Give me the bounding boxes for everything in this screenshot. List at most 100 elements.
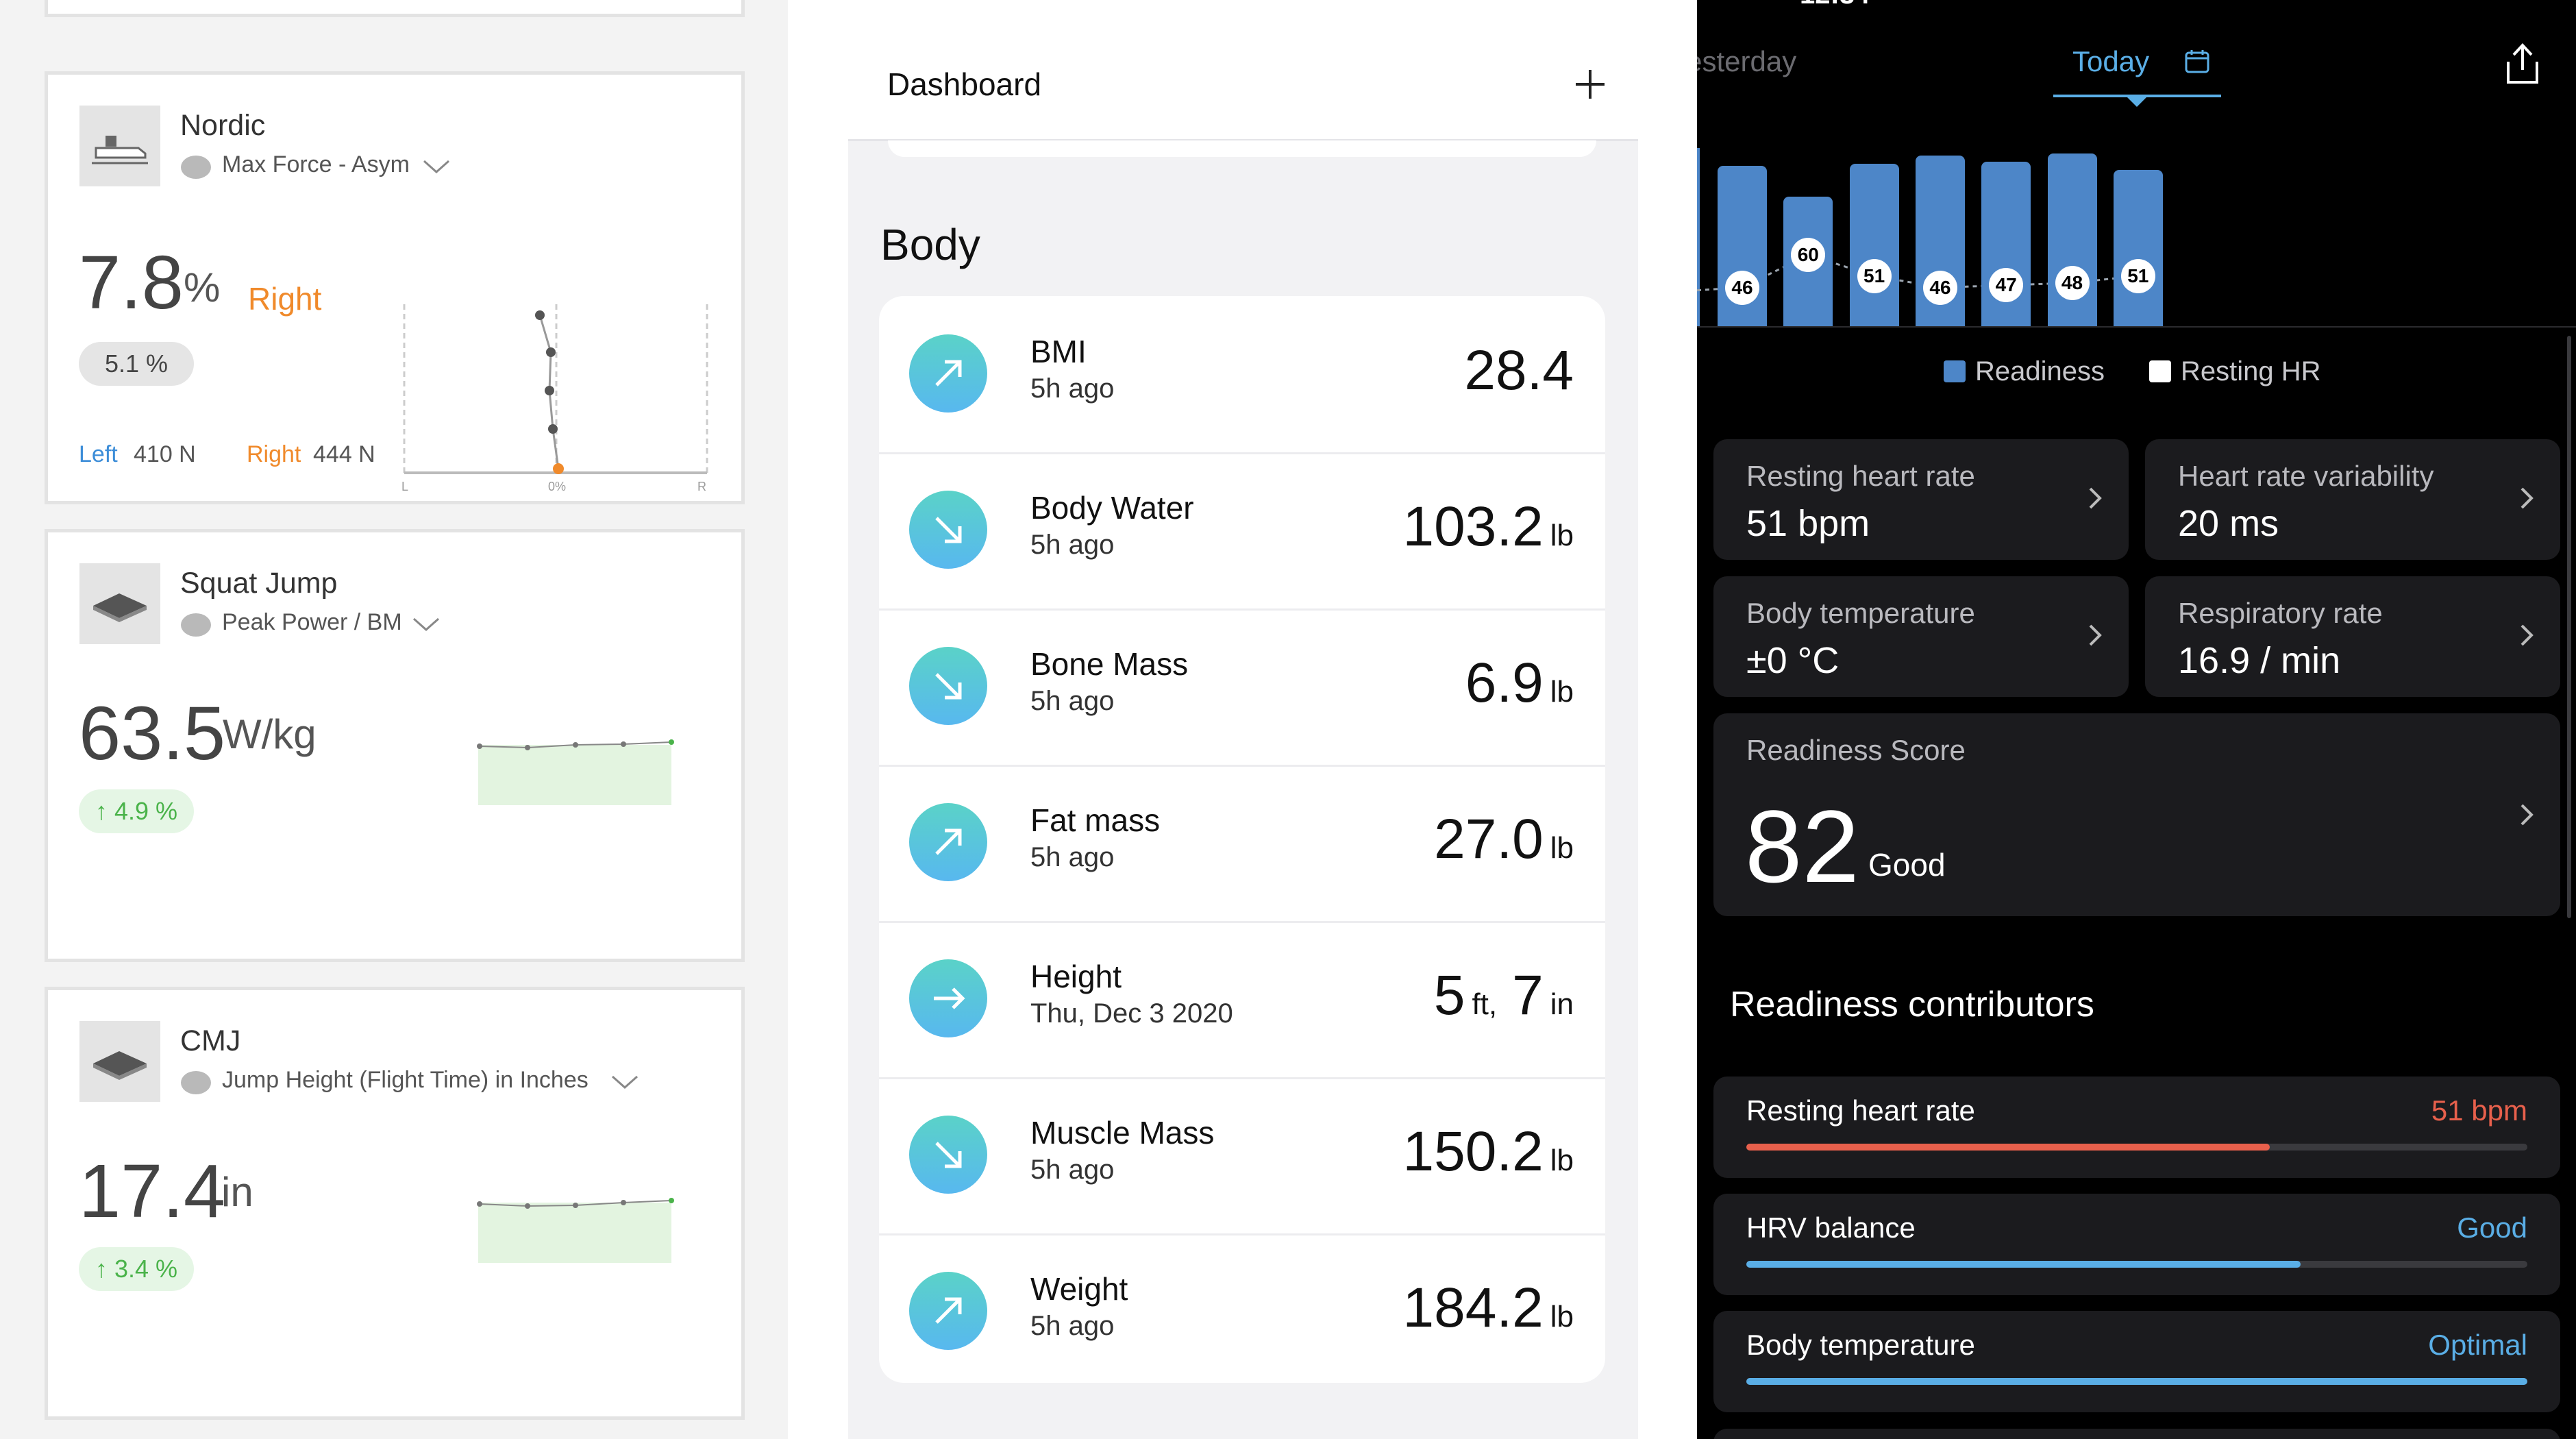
chevron-right-icon: [2089, 624, 2102, 646]
tile-respiratory-rate[interactable]: Respiratory rate 16.9 / min: [2145, 576, 2560, 697]
readiness-panel: 12:34 Yesterday Today 46 60 51 46 47 48 51 Rea…: [1697, 0, 2576, 1439]
contributor-value: Good: [2457, 1212, 2527, 1244]
contributor-hrv-balance[interactable]: HRV balance Good: [1713, 1194, 2560, 1295]
contributor-track: [1746, 1261, 2527, 1268]
metric-info-icon: [181, 156, 211, 179]
squat-jump-card[interactable]: Squat Jump Peak Power / BM 63.5 W/kg ↑ 4…: [45, 529, 745, 962]
contributor-track: [1746, 1144, 2527, 1151]
value-unit: lb: [1550, 675, 1574, 709]
resting-hr-point: 47: [1989, 268, 2024, 303]
resting-hr-point: 48: [2055, 265, 2090, 300]
nordic-card[interactable]: Nordic Max Force - Asym 7.8 % Right 5.1 …: [45, 71, 745, 504]
metric-time: Thu, Dec 3 2020: [1030, 998, 1233, 1029]
list-item-fat-mass[interactable]: Fat mass 5h ago 27.0 lb: [879, 765, 1605, 923]
tab-pointer: [2127, 97, 2146, 107]
list-item-bmi[interactable]: BMI 5h ago 28.4: [879, 296, 1605, 454]
scrollbar[interactable]: [2567, 336, 2571, 918]
value-number: 28.4: [1464, 339, 1574, 402]
body-dashboard-panel: Dashboard Body BMI 5h ago 28.4 Body Wate…: [848, 0, 1638, 1439]
previous-card: [45, 0, 745, 17]
tile-value: 16.9 / min: [2178, 640, 2341, 681]
contributor-name: HRV balance: [1746, 1212, 1916, 1244]
card-title: CMJ: [180, 1024, 241, 1057]
metric-time: 5h ago: [1030, 686, 1115, 716]
contributor-track: [1746, 1378, 2527, 1385]
tile-heart-rate-variability[interactable]: Heart rate variability 20 ms: [2145, 439, 2560, 560]
unit-feet: ft,: [1472, 987, 1498, 1021]
tile-resting-heart-rate[interactable]: Resting heart rate 51 bpm: [1713, 439, 2129, 560]
change-badge: ↑ 3.4 %: [79, 1247, 194, 1291]
resting-hr-point: 60: [1791, 238, 1826, 272]
metric-info-icon: [181, 1071, 211, 1094]
metric-time: 5h ago: [1030, 373, 1115, 404]
metric-name: Bone Mass: [1030, 646, 1189, 682]
metric-time: 5h ago: [1030, 530, 1115, 560]
tab-yesterday[interactable]: Yesterday: [1697, 45, 1875, 86]
value-unit: lb: [1550, 519, 1574, 552]
previous-card-edge: [888, 140, 1596, 157]
arrow-up-icon: ↑: [95, 797, 108, 825]
app-header: Dashboard: [848, 0, 1638, 141]
next-contributor-edge: [1713, 1429, 2560, 1439]
readiness-bar[interactable]: [2113, 170, 2163, 326]
left-value: 410 N: [134, 441, 196, 467]
contributor-fill: [1746, 1144, 2270, 1151]
metric-selector[interactable]: Jump Height (Flight Time) in Inches: [222, 1067, 589, 1093]
list-item-height[interactable]: Height Thu, Dec 3 2020 5 ft, 7 in: [879, 921, 1605, 1079]
metric-value: 6.9 lb: [1465, 651, 1574, 715]
chevron-down-icon[interactable]: [411, 615, 441, 634]
tile-label: Body temperature: [1746, 597, 1975, 629]
add-icon[interactable]: [1573, 67, 1607, 101]
tab-today[interactable]: Today: [2053, 45, 2221, 107]
contributor-value: 51 bpm: [2431, 1094, 2527, 1127]
resting-hr-point: 46: [1922, 270, 1957, 305]
nordic-bench-icon: [92, 136, 148, 164]
trend-down-icon: [909, 647, 987, 725]
metric-info-icon: [181, 613, 211, 637]
list-item-muscle-mass[interactable]: Muscle Mass 5h ago 150.2 lb: [879, 1077, 1605, 1235]
metric-time: 5h ago: [1030, 1311, 1115, 1341]
list-item-body-water[interactable]: Body Water 5h ago 103.2 lb: [879, 452, 1605, 611]
trend-up-icon: [909, 803, 987, 881]
contributor-body-temperature[interactable]: Body temperature Optimal: [1713, 1311, 2560, 1412]
share-icon[interactable]: [2499, 40, 2547, 88]
chevron-right-icon: [2089, 487, 2102, 509]
list-item-bone-mass[interactable]: Bone Mass 5h ago 6.9 lb: [879, 608, 1605, 767]
trend-flat-icon: [909, 959, 987, 1037]
chart-left-edge: [1697, 148, 1700, 326]
metric-value: 28.4: [1464, 339, 1574, 403]
resting-hr-point: 51: [2120, 258, 2155, 293]
chart-baseline: [1697, 326, 2576, 328]
tile-body-temperature[interactable]: Body temperature ±0 °C: [1713, 576, 2129, 697]
asymmetry-chart: [403, 304, 708, 474]
resting-hr-point: 46: [1725, 270, 1759, 305]
metric-name: Body Water: [1030, 490, 1194, 526]
list-item-weight[interactable]: Weight 5h ago 184.2 lb: [879, 1233, 1605, 1383]
nordic-thumbnail: [79, 106, 160, 186]
readiness-bar[interactable]: [1849, 164, 1899, 326]
value-inches: 7: [1512, 964, 1544, 1026]
squat-thumbnail: [79, 563, 160, 644]
change-value: 3.4 %: [114, 1255, 178, 1283]
value-number: 6.9: [1465, 652, 1544, 714]
contributor-name: Body temperature: [1746, 1329, 1975, 1361]
resting-hr-point: 51: [1857, 258, 1892, 293]
chevron-down-icon[interactable]: [421, 157, 451, 176]
readiness-score-card[interactable]: Readiness Score 82 Good: [1713, 713, 2560, 916]
calendar-icon: [2185, 50, 2209, 73]
chevron-down-icon[interactable]: [610, 1072, 640, 1092]
value-number: 27.0: [1434, 808, 1544, 870]
metric-selector[interactable]: Peak Power / BM: [222, 609, 402, 635]
tile-value: 51 bpm: [1746, 503, 1870, 544]
value-number: 150.2: [1402, 1120, 1544, 1183]
cmj-card[interactable]: CMJ Jump Height (Flight Time) in Inches …: [45, 987, 745, 1420]
tile-label: Resting heart rate: [1746, 460, 1975, 492]
arrow-up-icon: ↑: [95, 1255, 108, 1283]
metric-selector[interactable]: Max Force - Asym: [222, 151, 410, 177]
legend-swatch: [2149, 360, 2171, 382]
readiness-chart: 46 60 51 46 47 48 51: [1697, 103, 2576, 326]
trend-sparkline: [477, 1198, 674, 1263]
contributor-resting-heart-rate[interactable]: Resting heart rate 51 bpm: [1713, 1077, 2560, 1178]
readiness-bar[interactable]: [2047, 153, 2097, 326]
metric-name: Height: [1030, 959, 1122, 994]
